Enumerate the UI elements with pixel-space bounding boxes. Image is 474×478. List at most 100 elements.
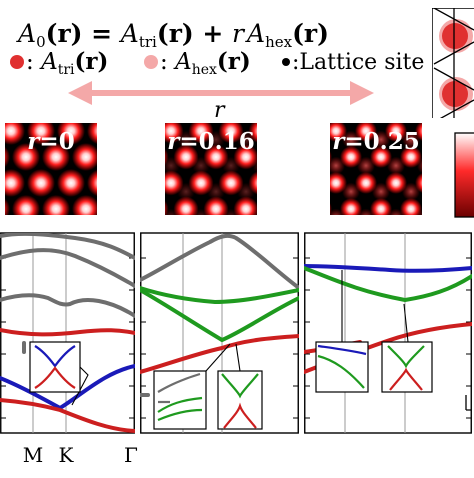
hex-site-glow [402, 182, 420, 201]
legend-tri-arg: (r) [74, 48, 108, 75]
potential-maximum [280, 146, 302, 168]
potential-maximum [117, 117, 145, 145]
potential-maximum [294, 93, 319, 118]
hex-site-glow [297, 105, 315, 123]
band-line [140, 334, 299, 374]
zoom-inset-band [34, 345, 76, 368]
map-label-value: =0.25 [344, 128, 419, 155]
r-arrow-right-head [350, 81, 374, 105]
potential-maximum [265, 68, 287, 90]
potential-maximum [370, 145, 392, 168]
potential-maximum [400, 145, 422, 168]
potential-maximum [114, 93, 139, 118]
zoom-inset-band [223, 402, 257, 429]
potential-maximum [295, 172, 317, 194]
hex-site-glow [312, 183, 330, 201]
zoom-inset-band [157, 396, 203, 413]
hex-site-glow [372, 130, 390, 149]
legend-hex-prefix: : [160, 49, 175, 75]
hex-site-glow [357, 105, 375, 123]
hex-site-glow [417, 157, 422, 174]
potential-maximum [173, 196, 199, 215]
legend-hex-sub: hex [192, 62, 217, 78]
potential-maximum [165, 200, 169, 215]
legend: : Atri(r) : Ahex(r) :Lattice site [10, 48, 424, 78]
potential-maximum [165, 148, 169, 166]
zoom-inset [315, 270, 369, 393]
legend-hex-dot [144, 55, 158, 69]
legend-hex-a: A [173, 49, 192, 75]
lattice-tri-disc [442, 23, 468, 49]
potential-maximum [385, 171, 407, 194]
band-line [0, 328, 135, 337]
hex-site-glow [147, 131, 165, 149]
potential-maximum [249, 67, 274, 92]
potential-maximum [0, 91, 10, 119]
potential-maximum [87, 169, 97, 197]
potential-map: r=0 [0, 65, 160, 215]
potential-maximum [102, 143, 130, 171]
potential-maximum [132, 143, 160, 171]
potential-maximum [280, 94, 302, 116]
hex-site-glow [282, 209, 300, 227]
zoom-inset-band [221, 373, 259, 399]
potential-maximum [173, 144, 199, 170]
potential-maximum [279, 170, 304, 195]
r-arrow: r [68, 81, 374, 123]
zoom-inset-band [34, 366, 76, 389]
potential-maximum [188, 170, 214, 196]
legend-tri-label: : Atri(r) [26, 48, 108, 78]
band-panel [304, 232, 472, 434]
hex-site-glow [117, 131, 135, 149]
potential-maximum [203, 196, 229, 215]
zoom-inset-connector [71, 366, 89, 406]
hex-site-glow [372, 182, 390, 201]
potential-maximum [279, 119, 304, 144]
potential-maximum [400, 197, 422, 215]
hex-site-glow [282, 157, 300, 175]
legend-hex-arg: (r) [217, 48, 251, 75]
potential-maximum [117, 65, 145, 93]
potential-maximum [248, 171, 257, 195]
potential-maximum [129, 67, 154, 92]
zoom-inset-band [317, 344, 367, 356]
band-line [0, 233, 135, 260]
hex-site-glow [222, 105, 240, 123]
potential-maximum [203, 144, 229, 170]
potential-maximum [87, 123, 97, 145]
r-arrow-left-head [68, 81, 92, 105]
potential-maximum [5, 168, 25, 197]
potential-maximum [340, 197, 362, 215]
potential-maximum [5, 198, 10, 215]
hex-site-glow [297, 157, 315, 175]
formula-tri-sub: tri [139, 33, 157, 51]
band-line [0, 293, 135, 318]
zoom-inset-band [157, 372, 201, 393]
formula-tri-arg: (r) + [157, 19, 232, 48]
hex-site-glow [432, 131, 450, 149]
legend-hex-label: : Ahex(r) [160, 48, 251, 78]
hex-site-glow [432, 183, 450, 201]
r-arrow-label: r [214, 98, 226, 123]
potential-maximum [99, 119, 124, 144]
formula-tri-a: A [119, 19, 139, 48]
band-line [304, 264, 472, 273]
hex-site-glow [312, 157, 330, 175]
potential-maximum [415, 123, 422, 142]
band-line [140, 288, 299, 343]
formula: A0(r) = Atri(r) + r Ahex(r) [16, 19, 329, 51]
potential-maximum [264, 144, 289, 169]
hex-site-glow [147, 183, 165, 201]
potential-maximum [12, 194, 40, 215]
potential-maximum [430, 198, 452, 220]
potential-maximum [355, 123, 377, 142]
hex-site-glow [342, 105, 360, 123]
right-edge-mark [465, 395, 471, 411]
potential-maximum [265, 120, 287, 142]
zoom-inset [217, 343, 263, 430]
band-panel [140, 232, 299, 434]
potential-maximum [309, 170, 334, 195]
map-label: r=0.16 [167, 128, 254, 155]
zoom-inset-band [317, 354, 365, 389]
hex-site-glow [312, 105, 330, 123]
